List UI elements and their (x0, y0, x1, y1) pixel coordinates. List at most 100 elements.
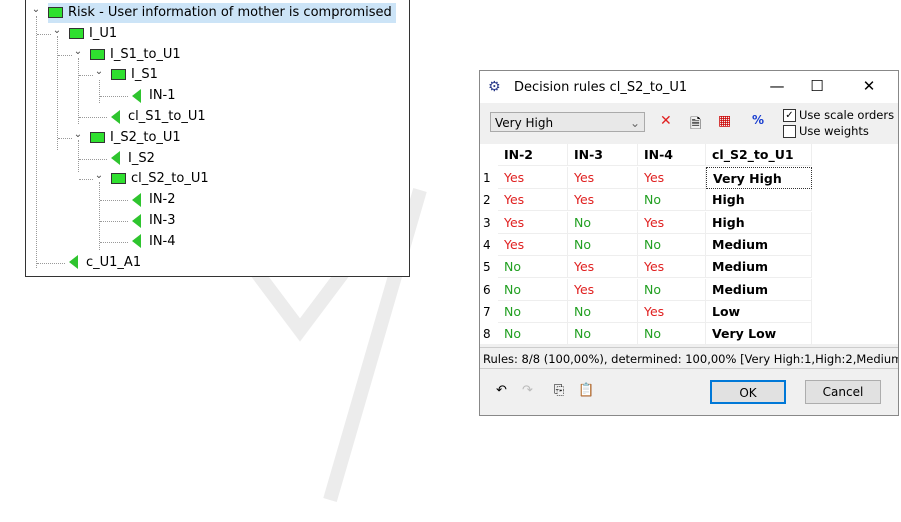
tree-node-label: IN-1 (149, 88, 176, 104)
input-cell[interactable]: Yes (638, 256, 706, 279)
tree-node[interactable]: I_S2 (111, 149, 155, 169)
input-cell[interactable]: Yes (638, 211, 706, 234)
outcome-cell[interactable]: High (706, 189, 812, 212)
chevron-down-icon[interactable]: ⌄ (94, 66, 104, 78)
chevron-down-icon[interactable]: ⌄ (73, 45, 83, 57)
input-cell[interactable]: Yes (568, 278, 638, 301)
outcome-cell[interactable]: Medium (706, 233, 812, 256)
tree-node[interactable]: cl_S1_to_U1 (111, 107, 206, 127)
tree-node[interactable]: c_U1_A1 (69, 253, 141, 273)
input-cell[interactable]: No (498, 278, 568, 301)
tree-node[interactable]: IN-4 (132, 232, 176, 252)
chevron-down-icon[interactable]: ⌄ (94, 170, 104, 182)
outcome-cell[interactable]: Very Low (706, 323, 812, 346)
percent-icon[interactable]: % (752, 113, 765, 127)
chevron-down-icon[interactable]: ⌄ (31, 4, 41, 15)
tree-node[interactable]: I_S1 (111, 65, 158, 85)
input-cell[interactable]: No (568, 323, 638, 346)
app-icon: ⚙ (488, 79, 501, 95)
ok-button[interactable]: OK (710, 380, 786, 404)
tree-node-label: I_U1 (89, 25, 118, 41)
tree-node-label: I_S1_to_U1 (110, 46, 181, 62)
row-number: 3 (483, 215, 491, 230)
tree-node[interactable]: IN-3 (132, 211, 176, 231)
input-cell[interactable]: No (568, 300, 638, 323)
model-tree[interactable]: ⌄ Risk - User information of mother is co… (25, 0, 410, 277)
checkbox-label: Use weights (799, 124, 869, 138)
row-number: 5 (483, 260, 491, 275)
decision-rules-dialog: ⚙ Decision rules cl_S2_to_U1 — ☐ ✕ Very … (479, 70, 899, 416)
minimize-button[interactable]: — (769, 77, 785, 95)
input-cell[interactable]: Yes (498, 233, 568, 256)
close-button[interactable]: ✕ (862, 77, 876, 95)
chevron-down-icon[interactable]: ⌄ (73, 128, 83, 140)
input-cell[interactable]: Yes (498, 167, 568, 189)
chart-icon[interactable]: ▦ (718, 113, 732, 129)
input-cell[interactable]: No (638, 278, 706, 301)
row-number: 1 (483, 171, 491, 185)
column-header[interactable]: IN-4 (638, 144, 706, 166)
outcome-cell[interactable]: High (706, 211, 812, 234)
checkbox-unchecked-icon (783, 125, 796, 138)
outcome-cell[interactable]: Low (706, 300, 812, 323)
input-cell[interactable]: Yes (498, 189, 568, 212)
use-scale-orders-checkbox[interactable]: ✓ Use scale orders (783, 108, 894, 122)
input-cell[interactable]: Yes (568, 189, 638, 212)
basic-attribute-icon (132, 234, 141, 249)
column-header[interactable]: IN-2 (498, 144, 568, 166)
document-icon[interactable]: 🗎 (690, 116, 702, 132)
outcome-cell[interactable]: Medium (706, 256, 812, 279)
copy-icon[interactable]: ⎘ (554, 383, 565, 398)
basic-attribute-icon (69, 255, 78, 270)
input-cell[interactable]: No (638, 189, 706, 212)
input-cell[interactable]: No (568, 211, 638, 234)
tree-node[interactable]: I_S1_to_U1 (90, 45, 181, 65)
tree-node[interactable]: Risk - User information of mother is com… (48, 3, 396, 23)
title-bar: ⚙ Decision rules cl_S2_to_U1 — ☐ ✕ (480, 71, 898, 103)
input-cell[interactable]: No (638, 323, 706, 346)
input-cell[interactable]: No (498, 323, 568, 346)
row-number: 8 (483, 327, 491, 342)
tree-node-label: cl_S1_to_U1 (128, 109, 206, 124)
input-cell[interactable]: No (498, 256, 568, 279)
rules-grid[interactable]: IN-2 IN-3 IN-4 cl_S2_to_U1 1 Yes Yes Yes Very Hi… (480, 144, 898, 346)
tree-connector (57, 36, 58, 150)
aggregate-attribute-icon (111, 69, 126, 81)
aggregate-attribute-icon (69, 27, 84, 39)
tree-connector (100, 200, 128, 202)
maximize-button[interactable]: ☐ (810, 77, 824, 95)
cancel-button[interactable]: Cancel (805, 380, 881, 404)
dialog-title: Decision rules cl_S2_to_U1 (514, 80, 688, 95)
column-header[interactable]: IN-3 (568, 144, 638, 166)
tree-connector (100, 241, 128, 243)
input-cell[interactable]: Yes (498, 211, 568, 234)
use-weights-checkbox[interactable]: Use weights (783, 124, 869, 138)
input-cell[interactable]: Yes (568, 256, 638, 279)
paste-icon[interactable]: 📋 (578, 383, 595, 398)
redo-icon[interactable]: ↷ (522, 383, 533, 398)
tree-node[interactable]: IN-1 (132, 86, 176, 106)
input-cell[interactable]: No (638, 233, 706, 256)
tree-node[interactable]: cl_S2_to_U1 (111, 169, 209, 189)
tree-node[interactable]: I_U1 (69, 24, 117, 44)
outcome-cell[interactable]: Very High (706, 167, 812, 189)
tree-node[interactable]: I_S2_to_U1 (90, 128, 181, 148)
row-number: 4 (483, 237, 491, 252)
input-cell[interactable]: Yes (638, 167, 706, 189)
tree-connector (58, 137, 72, 139)
input-cell[interactable]: Yes (568, 167, 638, 189)
tree-connector (99, 80, 100, 103)
input-cell[interactable]: No (568, 233, 638, 256)
outcome-cell[interactable]: Medium (706, 278, 812, 301)
undo-icon[interactable]: ↶ (496, 383, 507, 398)
aggregate-attribute-icon (48, 7, 63, 18)
column-header[interactable]: cl_S2_to_U1 (706, 144, 812, 166)
input-cell[interactable]: No (498, 300, 568, 323)
tree-node[interactable]: IN-2 (132, 190, 176, 210)
delete-icon[interactable]: ✕ (660, 113, 672, 129)
tree-connector (36, 16, 37, 268)
tree-connector (99, 182, 100, 250)
chevron-down-icon[interactable]: ⌄ (52, 24, 62, 36)
value-combo[interactable]: Very High ⌄ (490, 112, 645, 132)
input-cell[interactable]: Yes (638, 300, 706, 323)
